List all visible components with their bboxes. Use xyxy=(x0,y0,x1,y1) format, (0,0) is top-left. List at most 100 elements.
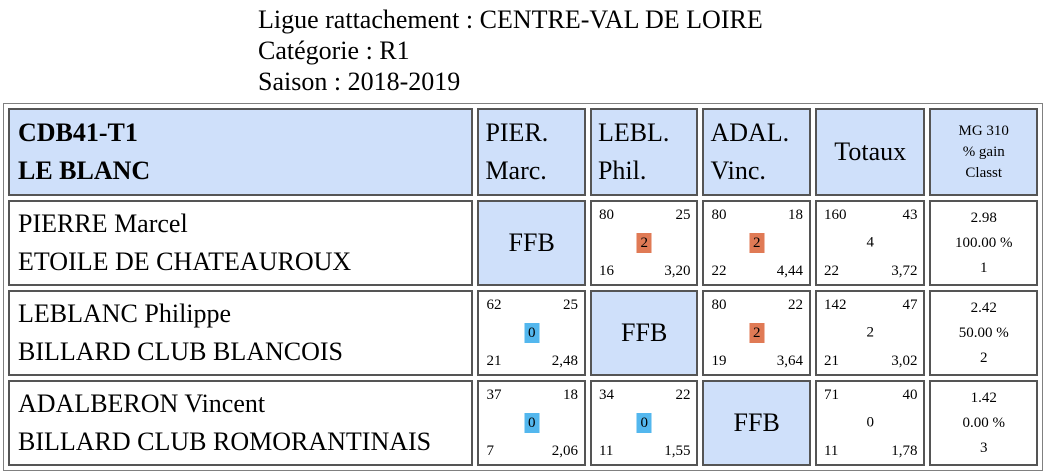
season-line: Saison : 2018-2019 xyxy=(258,67,461,96)
match-cell: 37 18 0 7 2,06 xyxy=(477,380,586,466)
points-made: 80 xyxy=(598,207,614,223)
page-header: Ligue rattachement : CENTRE-VAL DE LOIRE… xyxy=(258,4,763,97)
match-cell: 80 25 2 16 3,20 xyxy=(589,200,699,286)
match-points-badge: 2 xyxy=(636,233,652,253)
rank: 3 xyxy=(979,439,988,456)
match-cell: 80 18 2 22 4,44 xyxy=(702,200,811,286)
gain-pct: 50.00 % xyxy=(958,324,1009,341)
innings: 25 xyxy=(562,297,578,313)
average: 2,06 xyxy=(551,443,578,459)
totals-cell: 160 43 4 22 3,72 xyxy=(814,200,926,286)
average: 3,20 xyxy=(664,263,691,279)
innings: 47 xyxy=(902,297,918,313)
points-made: 71 xyxy=(823,387,839,403)
average: 1,55 xyxy=(664,443,691,459)
points-made: 80 xyxy=(711,207,727,223)
innings: 22 xyxy=(675,387,691,403)
best-run: 22 xyxy=(823,263,839,279)
gain-pct: 100.00 % xyxy=(954,234,1013,251)
match-cell: 34 22 0 11 1,55 xyxy=(589,380,699,466)
col-header-line: LEBL. xyxy=(597,118,670,147)
mg-value: 1.42 xyxy=(970,389,997,406)
match-points: 2 xyxy=(866,324,874,341)
col-header-mg: MG 310 % gain Classt xyxy=(929,108,1038,196)
mg-value: 2.42 xyxy=(970,299,997,316)
rank: 2 xyxy=(979,349,988,366)
table-row: PIERRE Marcel ETOILE DE CHATEAUROUX FFB … xyxy=(8,200,1038,286)
rank: 1 xyxy=(979,259,988,276)
player-club: ETOILE DE CHATEAUROUX xyxy=(18,247,352,276)
col-header-line: Phil. xyxy=(597,156,647,185)
stats-cell: 1.42 0.00 % 3 xyxy=(929,380,1038,466)
player-club: BILLARD CLUB BLANCOIS xyxy=(18,337,344,366)
match-points: 4 xyxy=(866,234,874,251)
player-cell: PIERRE Marcel ETOILE DE CHATEAUROUX xyxy=(8,200,474,286)
match-points-badge: 0 xyxy=(524,413,540,433)
innings: 18 xyxy=(562,387,578,403)
table-row: ADALBERON Vincent BILLARD CLUB ROMORANTI… xyxy=(8,380,1038,466)
average: 3,72 xyxy=(891,263,918,279)
points-made: 142 xyxy=(823,297,847,313)
team-header: CDB41-T1 LE BLANC xyxy=(8,108,474,196)
gain-label: % gain xyxy=(962,143,1005,160)
innings: 18 xyxy=(787,207,803,223)
best-run: 11 xyxy=(598,443,614,459)
player-name: LEBLANC Philippe xyxy=(18,299,232,328)
col-header-line: Vinc. xyxy=(710,156,766,185)
col-header-line: Marc. xyxy=(485,156,547,185)
match-points: 0 xyxy=(866,414,874,431)
best-run: 21 xyxy=(823,353,839,369)
match-points-badge: 0 xyxy=(524,323,540,343)
totals-cell: 142 47 2 21 3,02 xyxy=(814,290,926,376)
col-header-totals: Totaux xyxy=(814,108,926,196)
stats-cell: 2.42 50.00 % 2 xyxy=(929,290,1038,376)
player-cell: LEBLANC Philippe BILLARD CLUB BLANCOIS xyxy=(8,290,474,376)
points-made: 160 xyxy=(823,207,847,223)
best-run: 7 xyxy=(486,443,494,459)
match-points-badge: 2 xyxy=(749,323,765,343)
table-header-row: CDB41-T1 LE BLANC PIER. Marc. LEBL. Phil… xyxy=(8,108,1038,196)
match-points-badge: 2 xyxy=(749,233,765,253)
points-made: 62 xyxy=(486,297,502,313)
points-made: 37 xyxy=(486,387,502,403)
results-table: CDB41-T1 LE BLANC PIER. Marc. LEBL. Phil… xyxy=(3,103,1043,471)
best-run: 16 xyxy=(598,263,614,279)
rank-label: Classt xyxy=(965,164,1003,181)
innings: 25 xyxy=(675,207,691,223)
totals-cell: 71 40 0 11 1,78 xyxy=(814,380,926,466)
league-line: Ligue rattachement : CENTRE-VAL DE LOIRE xyxy=(258,5,763,34)
table-row: LEBLANC Philippe BILLARD CLUB BLANCOIS 6… xyxy=(8,290,1038,376)
mg-label: MG 310 xyxy=(958,122,1009,139)
category-line: Catégorie : R1 xyxy=(258,36,410,65)
team-code: CDB41-T1 xyxy=(18,118,138,147)
col-header-adalberon: ADAL. Vinc. xyxy=(702,108,811,196)
col-header-leblanc: LEBL. Phil. xyxy=(589,108,699,196)
team-name: LE BLANC xyxy=(18,156,151,185)
player-club: BILLARD CLUB ROMORANTINAIS xyxy=(18,427,432,456)
best-run: 22 xyxy=(711,263,727,279)
best-run: 21 xyxy=(486,353,502,369)
average: 3,02 xyxy=(891,353,918,369)
innings: 43 xyxy=(902,207,918,223)
points-made: 34 xyxy=(598,387,614,403)
innings: 22 xyxy=(787,297,803,313)
mg-value: 2.98 xyxy=(970,209,997,226)
average: 2,48 xyxy=(551,353,578,369)
col-header-pierre: PIER. Marc. xyxy=(477,108,586,196)
match-cell: 80 22 2 19 3,64 xyxy=(702,290,811,376)
gain-pct: 0.00 % xyxy=(962,414,1005,431)
player-cell: ADALBERON Vincent BILLARD CLUB ROMORANTI… xyxy=(8,380,474,466)
col-header-line: PIER. xyxy=(485,118,549,147)
self-cell: FFB xyxy=(477,200,586,286)
best-run: 11 xyxy=(823,443,839,459)
innings: 40 xyxy=(902,387,918,403)
player-name: ADALBERON Vincent xyxy=(18,389,266,418)
self-cell: FFB xyxy=(589,290,699,376)
points-made: 80 xyxy=(711,297,727,313)
match-points-badge: 0 xyxy=(636,413,652,433)
best-run: 19 xyxy=(711,353,727,369)
col-header-line: ADAL. xyxy=(710,118,790,147)
stats-cell: 2.98 100.00 % 1 xyxy=(929,200,1038,286)
average: 3,64 xyxy=(776,353,803,369)
player-name: PIERRE Marcel xyxy=(18,209,188,238)
